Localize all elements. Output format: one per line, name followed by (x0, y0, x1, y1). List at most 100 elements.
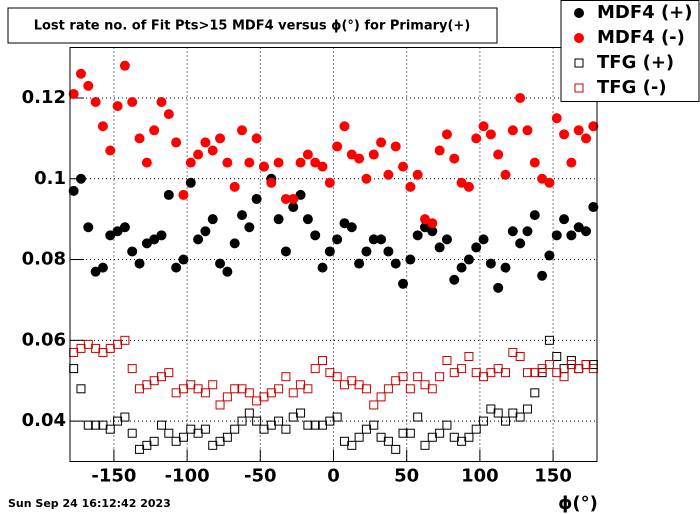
point (310, 230, 321, 241)
point (280, 246, 291, 257)
point (185, 177, 196, 188)
point (258, 161, 269, 172)
point (552, 351, 562, 361)
y-tick-label: 0.04 (22, 410, 66, 431)
point (163, 189, 174, 200)
point (478, 234, 489, 245)
point (354, 258, 365, 269)
point (207, 145, 218, 156)
point (105, 145, 116, 156)
point (390, 141, 401, 152)
point (485, 129, 496, 140)
point (361, 246, 372, 257)
point (193, 149, 204, 160)
point (544, 335, 554, 345)
point (588, 202, 599, 213)
point (383, 384, 393, 394)
x-tick-label: -50 (244, 466, 277, 487)
point (559, 214, 570, 225)
point (464, 351, 474, 361)
point (339, 121, 350, 132)
x-tick-label: 0 (327, 466, 340, 487)
point (574, 58, 584, 68)
point (390, 258, 401, 269)
point (127, 97, 138, 108)
point (200, 424, 210, 434)
point (434, 145, 445, 156)
point (354, 432, 364, 442)
point (112, 101, 123, 112)
point (134, 133, 145, 144)
point (471, 424, 481, 434)
legend-box (560, 0, 700, 102)
point (537, 270, 548, 281)
point (230, 384, 240, 394)
point (471, 242, 482, 253)
point (288, 193, 299, 204)
point (310, 420, 320, 430)
point (244, 408, 254, 418)
point (171, 262, 182, 273)
point (405, 181, 416, 192)
point (229, 238, 240, 249)
point (398, 372, 408, 382)
point (252, 416, 262, 426)
point (501, 416, 511, 426)
point (427, 384, 437, 394)
point (75, 68, 86, 79)
point (522, 404, 532, 414)
point (222, 392, 232, 402)
point (237, 416, 247, 426)
point (200, 388, 210, 398)
point (207, 214, 218, 225)
point (215, 400, 225, 410)
frame (69, 47, 598, 462)
point (515, 412, 525, 422)
legend: MDF4 (+) MDF4 (-) TFG (+) TFG (-) (560, 0, 700, 102)
point (332, 141, 343, 152)
point (222, 266, 233, 277)
point (68, 185, 79, 196)
x-tick-label: 50 (394, 466, 419, 487)
point (413, 372, 423, 382)
legend-label: TFG (+) (597, 52, 674, 73)
point (449, 153, 460, 164)
point (295, 157, 306, 168)
point (149, 125, 160, 136)
point (229, 181, 240, 192)
point (588, 121, 599, 132)
point (222, 157, 233, 168)
y-tick-label: 0.08 (22, 249, 66, 270)
point (332, 234, 343, 245)
point (317, 262, 328, 273)
point (76, 384, 86, 394)
y-tick-label: 0.12 (22, 87, 66, 108)
point (551, 113, 562, 124)
x-tick-label: -100 (165, 466, 210, 487)
point (574, 8, 584, 18)
point (149, 436, 159, 446)
point (449, 274, 460, 285)
point (383, 436, 393, 446)
title-box (7, 7, 498, 44)
point (501, 368, 511, 378)
point (119, 222, 130, 233)
point (566, 230, 577, 241)
point (559, 372, 569, 382)
point (303, 420, 313, 430)
point (332, 372, 342, 382)
point (324, 177, 335, 188)
point (237, 125, 248, 136)
point (485, 258, 496, 269)
point (573, 125, 584, 136)
point (551, 230, 562, 241)
point (156, 230, 167, 241)
point (566, 157, 577, 168)
point (251, 193, 262, 204)
point (457, 364, 467, 374)
point (435, 372, 445, 382)
point (412, 230, 423, 241)
point (97, 262, 108, 273)
y-tick-label: 0.1 (34, 168, 66, 189)
point (559, 129, 570, 140)
